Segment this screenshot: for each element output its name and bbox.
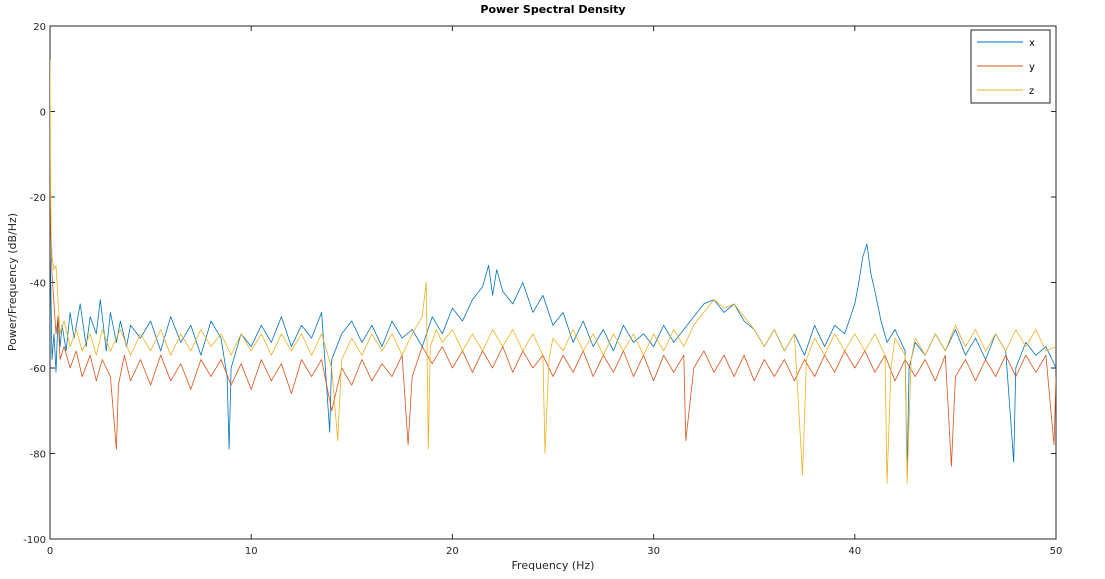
legend-label-x: x	[1029, 38, 1035, 49]
y-tick-label: 0	[40, 108, 46, 119]
y-tick-label: -60	[30, 364, 46, 375]
y-tick-label: -40	[30, 279, 46, 290]
series-group	[50, 60, 1056, 484]
x-tick-label: 50	[1050, 546, 1063, 557]
y-tick-label: -100	[23, 535, 46, 546]
x-tick-label: 20	[446, 546, 459, 557]
y-tick-label: 20	[33, 22, 46, 33]
y-tick-label: -80	[30, 450, 46, 461]
x-tick-label: 10	[245, 546, 258, 557]
chart-title: Power Spectral Density	[480, 3, 625, 16]
x-tick-label: 40	[848, 546, 861, 557]
legend-label-z: z	[1029, 86, 1034, 97]
plot-area	[49, 25, 1057, 540]
series-line-z	[50, 60, 1056, 484]
x-tick-label: 0	[47, 546, 53, 557]
legend-label-y: y	[1029, 62, 1035, 73]
y-axis-label: Power/Frequency (dB/Hz)	[6, 213, 19, 351]
y-tick-label: -20	[30, 193, 46, 204]
series-line-x	[50, 235, 1056, 476]
x-tick-label: 30	[647, 546, 660, 557]
x-axis-label: Frequency (Hz)	[512, 559, 595, 572]
